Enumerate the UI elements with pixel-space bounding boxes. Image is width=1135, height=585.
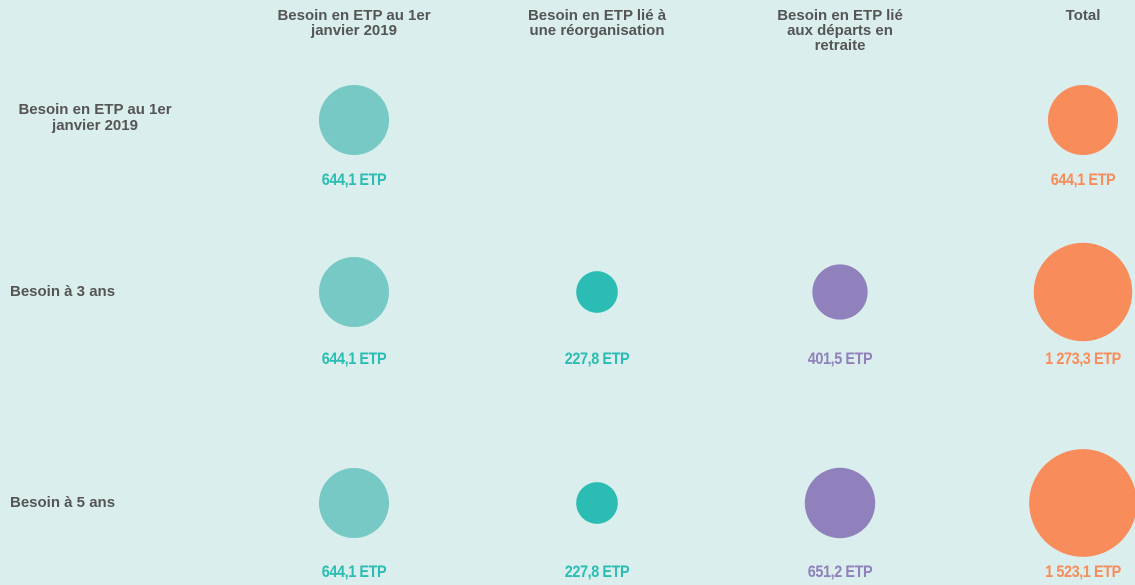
value-label: 644,1 ETP	[321, 349, 387, 368]
bubble	[318, 256, 390, 328]
value-label: 1 273,3 ETP	[1045, 349, 1121, 368]
value-label: 227,8 ETP	[564, 562, 630, 581]
row-header: Besoin à 3 ans	[10, 283, 116, 300]
column-header: Total	[1065, 7, 1101, 24]
value-label: 644,1 ETP	[321, 562, 387, 581]
bubble	[812, 264, 868, 320]
bubble	[804, 467, 876, 539]
value-label: 1 523,1 ETP	[1045, 562, 1121, 581]
bubble	[1029, 449, 1135, 557]
value-label: 401,5 ETP	[807, 349, 873, 368]
bubble	[576, 271, 618, 313]
value-label: 644,1 ETP	[1050, 170, 1116, 189]
bubble	[318, 84, 390, 156]
value-label: 227,8 ETP	[564, 349, 630, 368]
column-header: Besoin en ETP au 1er janvier 2019	[277, 7, 431, 39]
value-label: 651,2 ETP	[807, 562, 873, 581]
row-header: Besoin en ETP au 1er janvier 2019	[18, 101, 172, 134]
column-header: Besoin en ETP lié à une réorganisation	[527, 7, 667, 39]
bubble	[576, 482, 618, 524]
row-header: Besoin à 5 ans	[10, 494, 116, 511]
bubble	[1047, 84, 1119, 156]
bubble	[1033, 242, 1133, 342]
value-label: 644,1 ETP	[321, 170, 387, 189]
bubble	[318, 467, 390, 539]
column-header: Besoin en ETP lié aux départs en retrait…	[777, 7, 903, 54]
